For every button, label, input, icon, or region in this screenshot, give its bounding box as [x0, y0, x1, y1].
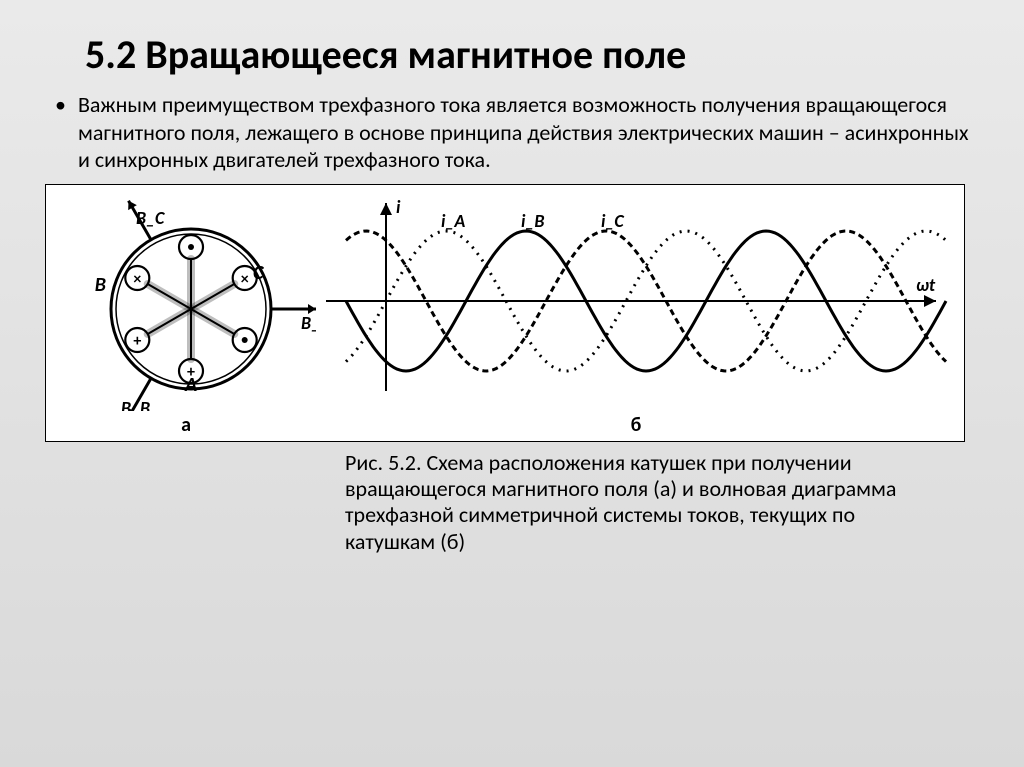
- svg-text:×: ×: [133, 270, 141, 289]
- svg-text:В_А: В_А: [301, 312, 316, 334]
- svg-text:+: +: [133, 332, 141, 351]
- svg-text:В_В: В_В: [121, 397, 150, 411]
- svg-text:i_B: i_B: [521, 210, 544, 232]
- figure-caption: Рис. 5.2. Схема расположения катушек при…: [345, 450, 904, 556]
- bullet-item: • Важным преимуществом трехфазного тока …: [55, 91, 974, 174]
- svg-text:i_C: i_C: [601, 210, 624, 232]
- bullet-text: Важным преимуществом трехфазного тока яв…: [78, 91, 974, 174]
- svg-text:i: i: [396, 196, 401, 218]
- panel-a-label: а: [56, 413, 316, 437]
- figure-frame: +××+В_АВ_СВ_ВABC а iωti_Ai_Bi_C б: [45, 184, 965, 442]
- svg-text:ωt: ωt: [916, 274, 936, 296]
- svg-text:В_С: В_С: [136, 207, 165, 229]
- svg-text:C: C: [253, 261, 265, 285]
- svg-text:A: A: [184, 373, 197, 397]
- slide-title: 5.2 Вращающееся магнитное поле: [85, 30, 984, 79]
- three-phase-waveform: i ωt i_A i_B i_C: [316, 191, 956, 411]
- bullet-marker: •: [55, 91, 66, 174]
- svg-text:i_A: i_A: [441, 210, 465, 232]
- panel-b-label: б: [316, 413, 956, 437]
- svg-text:B: B: [95, 273, 106, 297]
- coil-schematic: +××+В_АВ_СВ_ВABC: [56, 191, 316, 411]
- svg-text:×: ×: [241, 270, 249, 289]
